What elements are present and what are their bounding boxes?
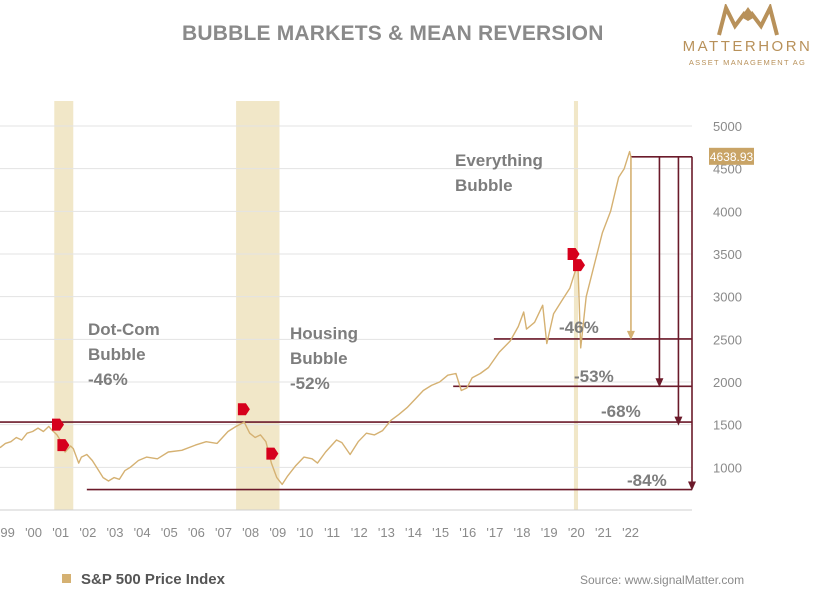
bubble-drawdown-dot-com: -46%: [88, 370, 128, 389]
legend-swatch: [62, 574, 71, 583]
peak-marker-4: [567, 248, 580, 260]
x-tick-label-1999: '99: [0, 525, 15, 540]
x-tick-label-2010: '10: [296, 525, 313, 540]
peak-marker-3: [266, 447, 279, 460]
scenario-label-3: -84%: [627, 471, 667, 490]
x-tick-label-2005: '05: [161, 525, 178, 540]
x-tick-label-2006: '06: [188, 525, 205, 540]
mountain-logo-icon: [717, 4, 779, 36]
source-note: Source: www.signalMatter.com: [580, 573, 745, 587]
peak-markers: [51, 248, 586, 460]
bubble-label-everything-line2: Bubble: [455, 176, 513, 195]
axes: 1000 1500 2000 2500 3000 3500 4000 4500 5000 '99 '…: [0, 119, 742, 540]
drawdown-levels: [0, 156, 696, 491]
last-value-badge: [709, 147, 754, 165]
scenario-label-2: -68%: [601, 402, 641, 421]
y-tick-label-3500: 3500: [713, 247, 742, 262]
x-tick-label-2008: '08: [242, 525, 259, 540]
x-tick-label-2021: '21: [595, 525, 612, 540]
bubble-label-dot-com-line1: Dot-Com: [88, 320, 160, 339]
scenario-arrowhead-2: [674, 416, 683, 426]
x-tick-label-2011: '11: [324, 525, 340, 540]
matterhorn-logo: MATTERHORN ASSET MANAGEMENT AG: [676, 2, 819, 77]
scenario-arrowhead-3: [688, 481, 696, 491]
x-tick-label-2013: '13: [378, 525, 395, 540]
x-tick-label-2020: '20: [568, 525, 585, 540]
x-tick-label-2009: '09: [269, 525, 286, 540]
x-tick-label-2002: '02: [79, 525, 96, 540]
last-value-label: 4638.93: [710, 150, 754, 164]
bubble-label-housing-line1: Housing: [290, 324, 358, 343]
bubble-drawdown-housing: -52%: [290, 374, 330, 393]
x-tick-label-2012: '12: [351, 525, 368, 540]
bubble-label-dot-com-line2: Bubble: [88, 345, 146, 364]
bubble-label-everything-line1: Everything: [455, 151, 543, 170]
scenario-arrowhead-0: [626, 330, 635, 340]
y-tick-label-2500: 2500: [713, 332, 742, 347]
bubble-shade-dot-com: [54, 101, 74, 510]
y-tick-label-1000: 1000: [713, 460, 742, 475]
gridlines: [0, 125, 692, 468]
x-tick-label-2015: '15: [432, 525, 449, 540]
x-tick-label-2000: '00: [25, 525, 42, 540]
bubble-label-housing-line2: Bubble: [290, 349, 348, 368]
y-tick-label-2000: 2000: [713, 375, 742, 390]
peak-marker-1: [57, 439, 70, 452]
x-tick-label-2014: '14: [405, 525, 422, 540]
logo-subtitle: ASSET MANAGEMENT AG: [688, 58, 807, 67]
legend-label: S&P 500 Price Index: [81, 571, 225, 588]
y-tick-label-4000: 4000: [713, 204, 742, 219]
x-tick-label-2019: '19: [541, 525, 558, 540]
x-tick-label-2001: '01: [52, 525, 69, 540]
y-tick-label-1500: 1500: [713, 418, 742, 433]
x-tick-label-2003: '03: [106, 525, 123, 540]
x-tick-label-2016: '16: [459, 525, 476, 540]
x-tick-label-2018: '18: [514, 525, 531, 540]
y-tick-label-5000: 5000: [713, 119, 742, 134]
logo-name: MATTERHORN: [682, 38, 813, 55]
legend: S&P 500 Price Index: [62, 571, 225, 588]
y-tick-label-3000: 3000: [713, 290, 742, 305]
chart-title: BUBBLE MARKETS & MEAN REVERSION: [182, 22, 604, 45]
x-tick-label-2007: '07: [215, 525, 232, 540]
peak-marker-0: [51, 418, 64, 431]
peak-marker-2: [237, 403, 250, 416]
scenario-label-0: -46%: [559, 318, 599, 337]
sp500-price-line: [0, 150, 632, 486]
scenario-label-1: -53%: [574, 367, 614, 386]
x-tick-label-2017: '17: [486, 525, 503, 540]
x-tick-label-2004: '04: [134, 525, 151, 540]
peak-marker-5: [573, 259, 586, 272]
y-tick-label-4500: 4500: [713, 162, 742, 177]
price-series: 4638.93: [0, 147, 754, 486]
scenario-arrowhead-1: [655, 378, 664, 388]
bubble-shade-everything: [573, 101, 579, 510]
x-tick-label-2022: '22: [622, 525, 639, 540]
annotations: Dot-Com Bubble -46% Housing Bubble -52% Everyt…: [88, 151, 667, 490]
